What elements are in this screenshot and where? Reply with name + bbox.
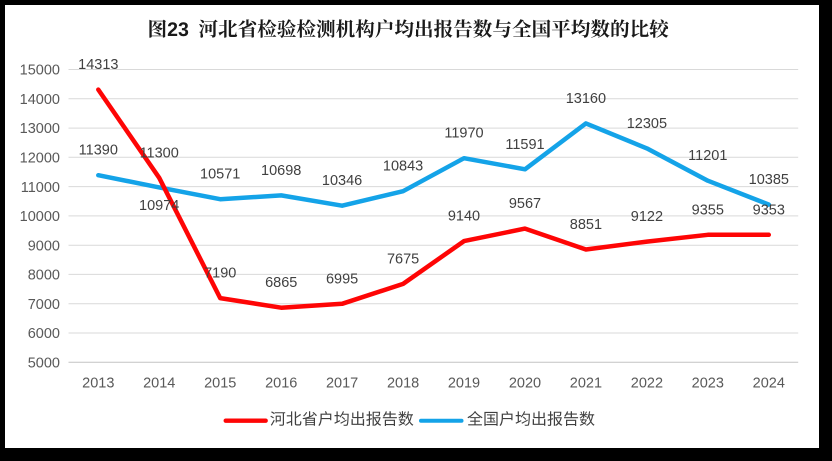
svg-text:2022: 2022	[631, 375, 663, 391]
svg-text:9122: 9122	[631, 209, 663, 225]
svg-text:10385: 10385	[749, 172, 789, 188]
svg-text:5000: 5000	[28, 355, 60, 371]
svg-text:10843: 10843	[383, 159, 423, 175]
svg-text:2015: 2015	[204, 375, 236, 391]
svg-text:2016: 2016	[265, 375, 297, 391]
svg-text:2019: 2019	[448, 375, 480, 391]
svg-text:11000: 11000	[21, 180, 60, 196]
svg-text:14313: 14313	[78, 57, 118, 73]
svg-text:10698: 10698	[261, 163, 301, 179]
svg-text:2020: 2020	[509, 375, 541, 391]
svg-text:2017: 2017	[326, 375, 358, 391]
svg-text:9355: 9355	[692, 202, 724, 218]
svg-text:10000: 10000	[20, 209, 60, 225]
svg-text:9567: 9567	[509, 196, 541, 212]
svg-text:2013: 2013	[82, 375, 114, 391]
svg-text:2018: 2018	[387, 375, 419, 391]
svg-text:11300: 11300	[140, 145, 179, 161]
svg-text:6000: 6000	[28, 326, 60, 342]
svg-text:9000: 9000	[28, 238, 60, 254]
svg-text:2023: 2023	[692, 375, 724, 391]
svg-text:7675: 7675	[387, 251, 419, 267]
svg-text:6865: 6865	[265, 275, 297, 291]
svg-text:10346: 10346	[322, 173, 362, 189]
svg-text:11970: 11970	[444, 126, 483, 142]
svg-text:11390: 11390	[79, 143, 118, 159]
svg-text:7000: 7000	[28, 297, 60, 313]
svg-text:11201: 11201	[688, 148, 727, 164]
svg-text:7190: 7190	[204, 266, 236, 282]
svg-text:15000: 15000	[20, 63, 60, 79]
svg-text:10974: 10974	[139, 198, 179, 214]
svg-text:8000: 8000	[28, 268, 60, 284]
svg-text:13160: 13160	[566, 91, 606, 107]
svg-text:14000: 14000	[20, 92, 60, 108]
svg-text:8851: 8851	[570, 217, 602, 233]
svg-text:12305: 12305	[627, 116, 667, 132]
svg-text:10571: 10571	[200, 167, 240, 183]
svg-text:2024: 2024	[753, 375, 785, 391]
svg-text:9140: 9140	[448, 209, 480, 225]
svg-text:2014: 2014	[143, 375, 175, 391]
svg-text:13000: 13000	[20, 121, 60, 137]
svg-text:11591: 11591	[505, 137, 544, 153]
svg-text:2021: 2021	[570, 375, 602, 391]
svg-text:6995: 6995	[326, 271, 358, 287]
svg-text:9353: 9353	[753, 202, 785, 218]
svg-text:12000: 12000	[20, 151, 60, 167]
